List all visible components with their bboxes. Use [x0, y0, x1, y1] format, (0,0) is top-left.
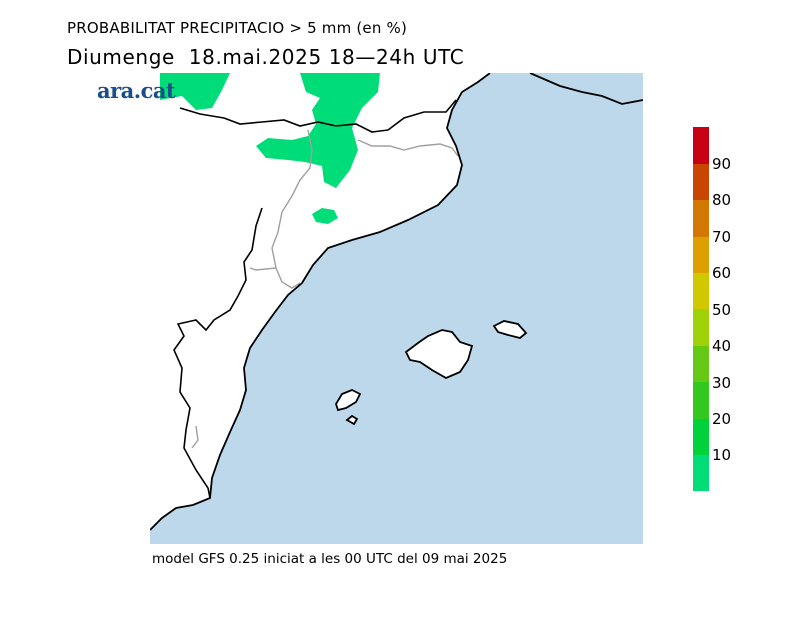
legend-swatch: [693, 454, 709, 492]
internal-borders: [191, 129, 459, 449]
coastline: [150, 73, 491, 531]
legend-swatch: [693, 199, 709, 237]
france-border: [179, 99, 457, 133]
precip-areas: [160, 73, 380, 224]
legend-label: 60: [712, 264, 732, 282]
legend-label: 50: [712, 301, 732, 319]
coastline-france: [529, 73, 643, 105]
legend-label: 90: [712, 155, 732, 173]
mainland: [150, 73, 490, 530]
legend-label: 30: [712, 374, 732, 392]
legend-swatch: [693, 418, 709, 456]
legend-swatch: [693, 345, 709, 383]
island-mallorca: [404, 329, 474, 380]
western-border: [173, 207, 263, 499]
legend-swatch: [693, 127, 709, 164]
brand-logo[interactable]: ara.cat: [97, 78, 176, 103]
legend-label: 40: [712, 337, 732, 355]
legend-swatch: [693, 163, 709, 201]
island-menorca: [492, 320, 528, 339]
legend-label: 80: [712, 191, 732, 209]
legend-swatch: [693, 236, 709, 274]
legend-swatch: [693, 272, 709, 310]
map-title: PROBABILITAT PRECIPITACIO > 5 mm (en %): [67, 19, 408, 37]
model-footer: model GFS 0.25 iniciat a les 00 UTC del …: [152, 551, 508, 567]
legend-swatch: [693, 381, 709, 419]
legend-swatch: [693, 309, 709, 346]
map-subtitle: Diumenge 18.mai.2025 18—24h UTC: [67, 45, 465, 69]
legend-label: 70: [712, 228, 732, 246]
legend-label: 10: [712, 446, 732, 464]
island-formentera: [345, 414, 359, 426]
legend-label: 20: [712, 410, 732, 428]
island-eivissa: [335, 389, 362, 412]
